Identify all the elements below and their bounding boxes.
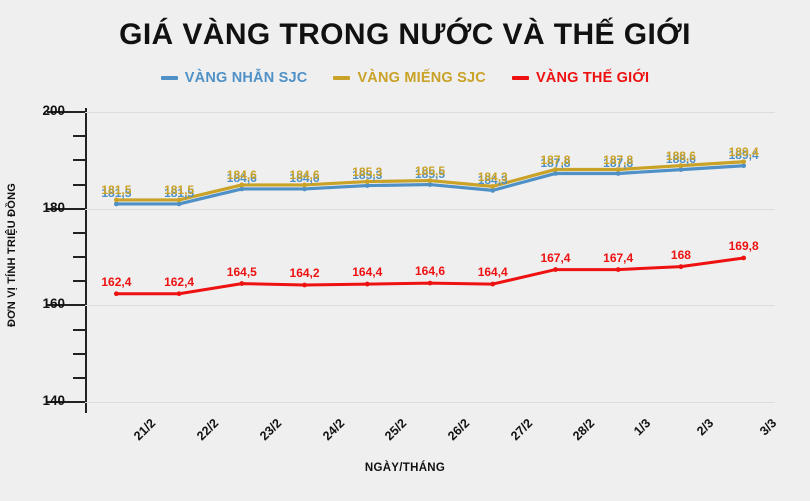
data-point [615, 267, 621, 272]
data-point [364, 179, 370, 184]
data-point [113, 197, 119, 203]
x-tick-label: 3/3 [756, 416, 779, 439]
data-point [239, 182, 245, 188]
legend-item-vang-nhan-sjc[interactable]: VÀNG NHẪN SJC [160, 70, 308, 86]
y-tick-minor [73, 135, 85, 138]
y-tick-major [47, 401, 85, 403]
legend-item-vang-the-gioi[interactable]: VÀNG THẾ GIỚI [511, 70, 650, 86]
y-tick-minor [73, 183, 85, 186]
data-point [741, 163, 747, 169]
y-axis-title: ĐƠN VỊ TÍNH TRIỆU ĐỒNG [6, 183, 18, 327]
data-point [302, 182, 307, 188]
data-point [490, 183, 496, 189]
y-tick-major [47, 304, 85, 307]
legend-swatch-red [511, 76, 529, 80]
y-tick-major [47, 111, 85, 113]
data-point [302, 282, 307, 288]
data-point [490, 187, 496, 193]
data-point [239, 281, 245, 286]
gridline [85, 305, 775, 307]
series-svg [113, 159, 747, 297]
data-point [553, 167, 558, 172]
y-tick-minor [73, 231, 85, 234]
data-point [678, 163, 684, 168]
legend-label-vang-nhan-sjc: VÀNG NHẪN SJC [184, 70, 308, 86]
x-tick-label: 2/3 [693, 416, 717, 439]
x-tick-label: 28/2 [570, 416, 598, 444]
legend-item-vang-mieng-sjc[interactable]: VÀNG MIẾNG SJC [333, 70, 486, 86]
data-point [176, 291, 182, 297]
y-tick-label: 160 [42, 296, 65, 312]
data-point [113, 291, 119, 297]
data-point [615, 167, 621, 172]
data-point [741, 159, 747, 165]
data-point [553, 267, 558, 272]
legend-swatch-gold [333, 76, 351, 80]
x-tick-label: 22/2 [194, 416, 222, 444]
data-point [615, 171, 621, 176]
data-point [302, 186, 307, 192]
data-point [176, 201, 182, 207]
x-tick-label: 25/2 [382, 416, 410, 444]
data-point [364, 183, 370, 188]
y-tick-minor [73, 352, 85, 355]
data-point [553, 171, 558, 176]
plot-area: 140 160 180 200 181,5 181,5 184,6 184,6 185,3 185… [42, 103, 775, 408]
data-point [678, 167, 684, 172]
y-tick-label: 180 [42, 199, 65, 215]
y-tick-minor [73, 280, 85, 283]
x-tick-label: 24/2 [319, 416, 347, 444]
data-point [427, 182, 433, 187]
x-tick-label: 21/2 [131, 416, 159, 444]
data-point [239, 186, 245, 192]
gridline [85, 402, 775, 403]
y-tick-minor [73, 328, 85, 331]
y-axis-line [85, 108, 87, 413]
y-tick-minor [73, 376, 85, 379]
gridline [85, 112, 775, 113]
legend-label-vang-mieng-sjc: VÀNG MIẾNG SJC [357, 70, 486, 86]
y-tick-major [47, 207, 85, 210]
y-tick-minor [73, 256, 85, 258]
y-tick-label: 140 [42, 393, 65, 408]
legend-label-vang-the-gioi: VÀNG THẾ GIỚI [535, 70, 650, 86]
y-tick-minor [73, 159, 85, 162]
x-tick-label: 1/3 [631, 416, 654, 439]
x-tick-label: 27/2 [507, 416, 535, 444]
legend-swatch-blue [160, 76, 178, 80]
data-point [490, 281, 496, 287]
x-tick-label: 23/2 [256, 416, 285, 444]
data-point [364, 281, 370, 287]
data-point [678, 264, 684, 270]
chart-legend: VÀNG NHẪN SJC VÀNG MIẾNG SJC VÀNG THẾ GI… [0, 70, 810, 86]
data-point [427, 280, 433, 286]
x-tick-label: 26/2 [445, 416, 473, 444]
data-point [113, 201, 119, 207]
series-line [114, 256, 746, 296]
data-point [176, 197, 182, 203]
data-point [427, 178, 433, 183]
data-point [741, 255, 747, 261]
gridline [85, 208, 775, 210]
x-axis-title: NGÀY/THÁNG [364, 462, 446, 474]
y-tick-label: 200 [42, 103, 65, 118]
page-title: GIÁ VÀNG TRONG NƯỚC VÀ THẾ GIỚI [119, 18, 691, 51]
